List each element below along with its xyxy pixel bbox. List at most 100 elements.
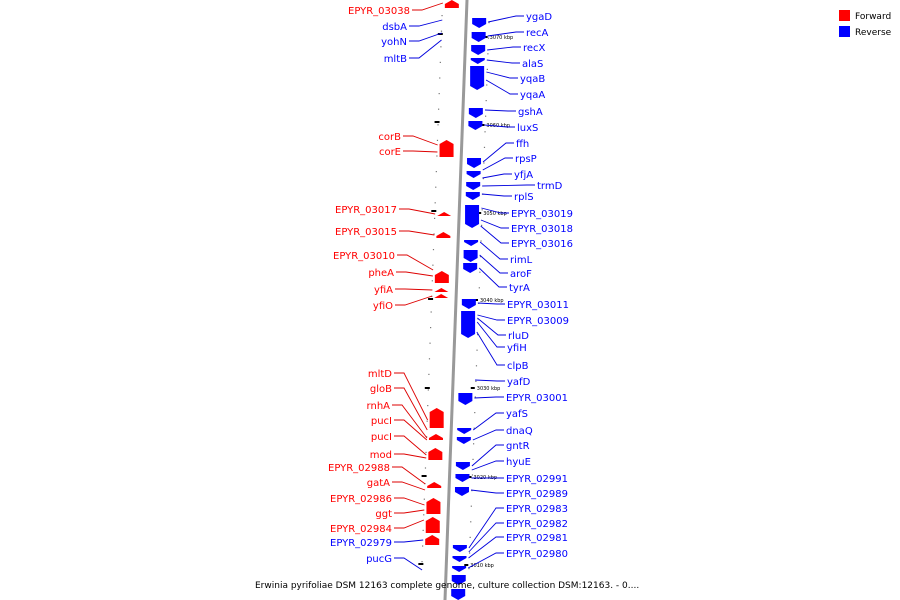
leader-line: [397, 254, 434, 271]
position-dot: [483, 146, 486, 148]
forward-gene-label: EPYR_03015: [335, 227, 397, 238]
position-dot: [422, 545, 424, 547]
leader-line: [394, 557, 423, 571]
leader-line: [392, 466, 426, 485]
position-dot: [438, 108, 440, 110]
forward-gene-label: dsbA: [382, 22, 407, 33]
reverse-gene-arrow: [468, 121, 483, 130]
position-dot: [469, 536, 471, 538]
position-dot: [427, 405, 429, 407]
reverse-gene-label: aroF: [510, 269, 532, 280]
position-dot: [425, 451, 427, 453]
forward-gene-arrow: [429, 408, 444, 428]
position-dot: [473, 427, 475, 429]
position-dot: [469, 552, 471, 554]
reverse-gene-label: yafS: [506, 409, 528, 420]
position-dot: [430, 311, 432, 313]
leader-line: [484, 109, 516, 112]
reverse-gene-label: rplS: [514, 192, 534, 203]
position-dot: [485, 100, 487, 102]
scale-tick-mark: [431, 210, 437, 212]
position-dot: [485, 115, 487, 117]
leader-line: [487, 46, 521, 51]
reverse-gene-label: ygaD: [526, 12, 552, 23]
reverse-gene-arrow: [470, 58, 485, 64]
position-dot: [475, 380, 477, 382]
reverse-gene-label: trmD: [537, 181, 563, 192]
position-dot: [486, 68, 488, 70]
reverse-gene-label: luxS: [517, 123, 538, 134]
reverse-gene-arrow: [452, 566, 467, 572]
reverse-gene-label: EPYR_02983: [506, 504, 568, 515]
reverse-gene-arrow: [463, 263, 478, 273]
forward-gene-label: EPYR_02979: [330, 538, 392, 549]
forward-gene-arrow: [444, 0, 459, 8]
position-dot: [471, 474, 474, 476]
forward-gene-shapes: [425, 0, 459, 545]
leader-line: [486, 59, 520, 64]
leader-line: [480, 219, 509, 229]
position-dot: [474, 412, 476, 414]
leader-line: [482, 157, 513, 171]
position-dot: [439, 77, 441, 79]
reverse-gene-label: EPYR_03018: [511, 224, 573, 235]
position-dot: [432, 264, 434, 266]
forward-gene-arrow: [434, 271, 449, 283]
forward-gene-label: EPYR_02984: [330, 524, 392, 535]
reverse-gene-label: recX: [523, 43, 546, 54]
leader-line: [479, 254, 508, 274]
reverse-gene-label: dnaQ: [506, 426, 533, 437]
leader-line: [403, 135, 438, 146]
reverse-gene-arrow: [471, 45, 486, 55]
position-dot: [488, 22, 490, 24]
reverse-gene-label: rluD: [508, 331, 529, 342]
reverse-gene-label: EPYR_03009: [507, 316, 569, 327]
leader-line: [487, 31, 524, 37]
reverse-gene-label: yfjA: [514, 170, 533, 181]
leader-line: [482, 173, 512, 179]
forward-gene-label: gatA: [367, 478, 390, 489]
scale-tick-mark: [464, 564, 469, 566]
reverse-gene-arrow: [452, 545, 467, 552]
reverse-gene-label: yqaB: [520, 74, 545, 85]
reverse-gene-label: ffh: [516, 139, 529, 150]
leader-line: [486, 71, 518, 79]
position-dot: [424, 467, 427, 469]
forward-gene-labels: EPYR_03038 dsbA yohN mltB corB corE EPYR_03017…: [328, 2, 444, 571]
forward-gene-label: mltB: [384, 54, 407, 65]
forward-gene-label: pucI: [371, 416, 392, 427]
position-dot: [473, 443, 475, 445]
reverse-gene-label: EPYR_02980: [506, 549, 568, 560]
reverse-gene-arrow: [461, 299, 476, 309]
legend-swatch-forward: [839, 10, 850, 21]
reverse-gene-arrow: [451, 589, 466, 600]
leader-line: [479, 241, 508, 260]
position-dot: [430, 327, 432, 329]
scale-tick-label: 3040 kbp: [480, 298, 504, 304]
forward-gene-label: EPYR_03010: [333, 251, 395, 262]
scale-tick-mark: [477, 212, 482, 214]
reverse-gene-arrow: [455, 462, 470, 470]
position-dot: [479, 271, 481, 273]
leader-line: [470, 489, 504, 494]
reverse-gene-arrow: [455, 474, 470, 482]
forward-gene-label: pucI: [371, 432, 392, 443]
reverse-gene-label: EPYR_03011: [507, 300, 569, 311]
scale-tick-mark: [470, 387, 475, 389]
reverse-gene-arrow: [456, 437, 471, 444]
leader-line: [480, 225, 509, 244]
reverse-gene-label: EPYR_03016: [511, 239, 573, 250]
position-dot: [470, 521, 472, 523]
leader-line: [394, 539, 424, 543]
position-dot: [433, 233, 435, 235]
position-dot: [486, 84, 488, 86]
reverse-gene-label: yqaA: [520, 90, 545, 101]
leader-line: [468, 536, 504, 559]
position-dot: [487, 37, 490, 39]
forward-gene-label: corE: [379, 147, 401, 158]
reverse-gene-label: gntR: [506, 441, 530, 452]
reverse-gene-label: EPYR_03001: [506, 393, 568, 404]
position-dot: [481, 209, 483, 211]
leader-line: [472, 429, 504, 441]
position-dot: [480, 240, 482, 242]
